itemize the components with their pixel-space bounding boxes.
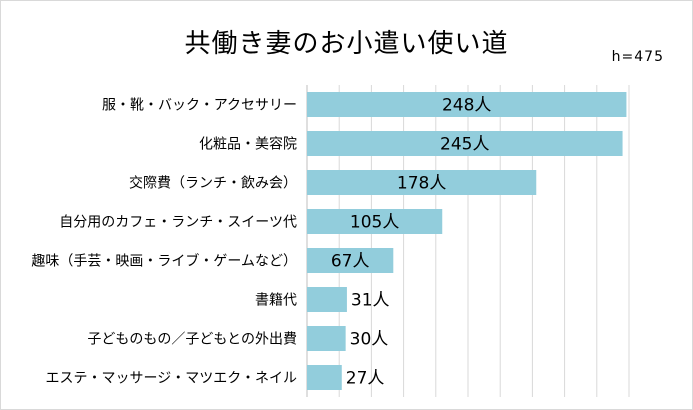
bar — [307, 326, 346, 351]
category-label: 服・靴・バック・アクセサリー — [102, 98, 297, 114]
data-label: 27人 — [346, 369, 385, 389]
sample-size-label: h=475 — [611, 49, 664, 65]
category-label: エステ・マッサージ・マツエク・ネイル — [46, 371, 297, 387]
bar — [307, 131, 623, 156]
category-label: 書籍代 — [255, 292, 297, 309]
category-label: 子どものもの／子どもとの外出費 — [87, 332, 297, 348]
data-label: 30人 — [350, 330, 389, 350]
bar — [307, 170, 537, 195]
chart-title: 共働き妻のお小遣い使い道 — [184, 29, 509, 59]
data-label: 105人 — [350, 213, 399, 233]
category-label: 自分用のカフェ・ランチ・スイーツ代 — [59, 215, 297, 231]
data-label: 31人 — [351, 291, 390, 311]
bar — [307, 92, 627, 117]
bar — [307, 287, 347, 312]
data-label: 248人 — [442, 96, 491, 116]
data-label: 178人 — [397, 174, 446, 194]
bar — [307, 248, 394, 273]
data-label: 245人 — [440, 135, 489, 155]
category-label: 化粧品・美容院 — [199, 136, 297, 153]
category-label: 交際費（ランチ・飲み会） — [129, 175, 297, 192]
bar — [307, 209, 443, 234]
category-label: 趣味（手芸・映画・ライブ・ゲームなど） — [31, 253, 297, 270]
data-label: 67人 — [331, 252, 370, 272]
bar — [307, 365, 342, 390]
